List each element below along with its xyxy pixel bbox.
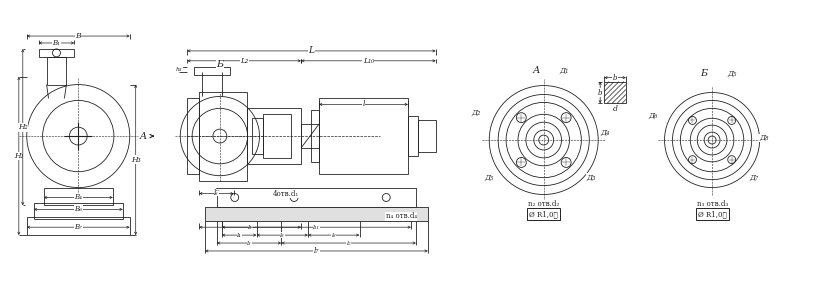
Text: Ø R1,0Ⓜ: Ø R1,0Ⓜ: [698, 210, 727, 218]
Bar: [205, 207, 428, 221]
Bar: [26, 217, 130, 235]
Text: n₃ отв.d₃: n₃ отв.d₃: [696, 200, 728, 209]
Text: l₁₁: l₁₁: [313, 225, 320, 230]
Text: H₃: H₃: [131, 156, 140, 164]
Text: Д₅: Д₅: [484, 174, 494, 182]
Text: B₆: B₆: [74, 205, 82, 213]
Text: l₃: l₃: [247, 240, 252, 246]
Bar: [263, 114, 291, 158]
Text: l: l: [362, 101, 365, 108]
Bar: [252, 118, 263, 154]
Text: B₇: B₇: [74, 223, 82, 231]
Bar: [44, 187, 113, 205]
Text: B₄: B₄: [74, 194, 82, 202]
Text: Д₇: Д₇: [749, 174, 758, 182]
Bar: [199, 92, 247, 181]
Text: l₄: l₄: [237, 233, 242, 238]
Text: l₇: l₇: [314, 247, 319, 255]
Text: Д₄: Д₄: [601, 129, 610, 137]
Text: H₂: H₂: [18, 123, 27, 131]
Text: Д₂: Д₂: [472, 109, 481, 117]
Bar: [247, 108, 301, 164]
Text: n₄ отв.d₄: n₄ отв.d₄: [385, 212, 417, 220]
Text: n₂ отв.d₂: n₂ отв.d₂: [528, 200, 559, 209]
Text: L₂: L₂: [240, 57, 248, 65]
Text: b: b: [613, 74, 617, 82]
Bar: [194, 67, 230, 75]
Text: Д₃: Д₃: [587, 174, 596, 182]
Text: l₈: l₈: [280, 233, 285, 238]
Bar: [604, 82, 626, 103]
Bar: [408, 116, 418, 156]
Bar: [418, 120, 436, 152]
Text: Ø R1,0Ⓜ: Ø R1,0Ⓜ: [530, 210, 558, 218]
Text: A: A: [139, 132, 153, 141]
Text: b: b: [598, 88, 602, 96]
Text: Д₈: Д₈: [759, 134, 768, 142]
Text: Д₆: Д₆: [648, 112, 658, 120]
Text: l₆: l₆: [214, 191, 219, 196]
Text: А: А: [532, 66, 540, 75]
Bar: [311, 110, 319, 162]
Text: Д₁: Д₁: [559, 67, 568, 75]
Text: 4отв.d₁: 4отв.d₁: [273, 190, 299, 198]
Bar: [34, 203, 123, 219]
Text: l₅: l₅: [346, 240, 351, 246]
Text: L: L: [309, 46, 314, 55]
Bar: [319, 98, 408, 174]
Bar: [301, 124, 319, 148]
Bar: [217, 187, 416, 207]
Bar: [39, 49, 74, 57]
Text: h₃: h₃: [176, 67, 182, 72]
Text: h₂: h₂: [214, 189, 220, 194]
Text: B₁: B₁: [53, 39, 60, 47]
Bar: [187, 98, 199, 174]
Text: Д₅: Д₅: [728, 70, 737, 78]
Text: Б: Б: [700, 69, 708, 78]
Text: H₁: H₁: [14, 152, 24, 160]
Text: B: B: [75, 32, 81, 40]
Text: l₁: l₁: [248, 225, 252, 230]
Text: L₁₀: L₁₀: [363, 57, 374, 65]
Bar: [46, 57, 66, 85]
Text: d: d: [613, 105, 617, 113]
Text: l₈: l₈: [332, 233, 336, 238]
Text: Б: Б: [216, 60, 224, 69]
